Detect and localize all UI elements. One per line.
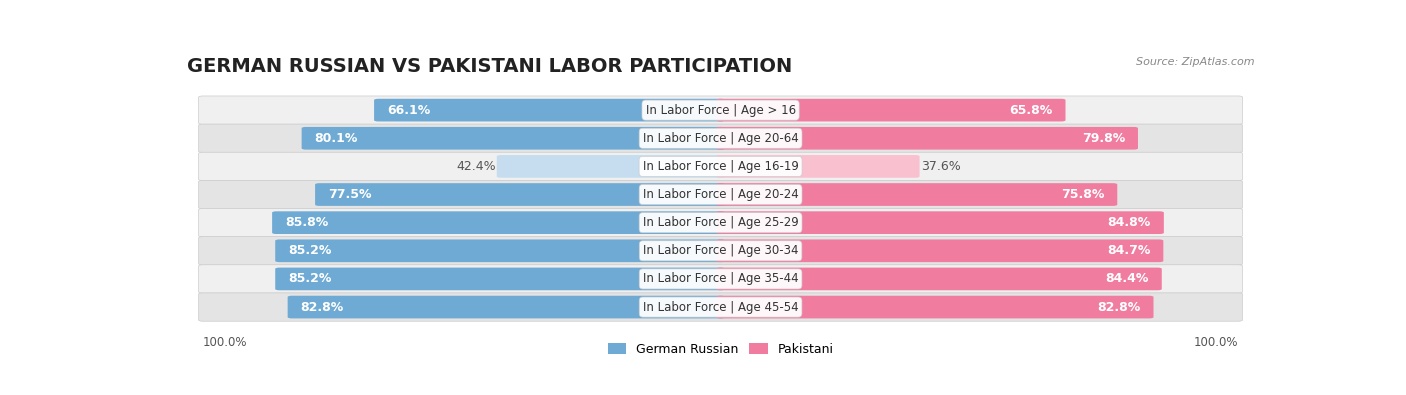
- Text: 82.8%: 82.8%: [1097, 301, 1140, 314]
- Text: 82.8%: 82.8%: [301, 301, 344, 314]
- Text: 80.1%: 80.1%: [315, 132, 359, 145]
- Text: Source: ZipAtlas.com: Source: ZipAtlas.com: [1136, 56, 1254, 66]
- Text: In Labor Force | Age > 16: In Labor Force | Age > 16: [645, 103, 796, 117]
- FancyBboxPatch shape: [198, 265, 1243, 293]
- FancyBboxPatch shape: [716, 99, 1066, 122]
- FancyBboxPatch shape: [198, 209, 1243, 237]
- Text: In Labor Force | Age 20-24: In Labor Force | Age 20-24: [643, 188, 799, 201]
- Text: 100.0%: 100.0%: [1194, 337, 1239, 349]
- FancyBboxPatch shape: [716, 155, 920, 178]
- FancyBboxPatch shape: [374, 99, 725, 122]
- Legend: German Russian, Pakistani: German Russian, Pakistani: [603, 337, 838, 361]
- Text: In Labor Force | Age 20-64: In Labor Force | Age 20-64: [643, 132, 799, 145]
- FancyBboxPatch shape: [288, 296, 725, 318]
- Text: 75.8%: 75.8%: [1060, 188, 1104, 201]
- FancyBboxPatch shape: [315, 183, 725, 206]
- Text: 79.8%: 79.8%: [1081, 132, 1125, 145]
- Text: 84.4%: 84.4%: [1105, 273, 1149, 286]
- FancyBboxPatch shape: [273, 211, 725, 234]
- FancyBboxPatch shape: [198, 293, 1243, 321]
- FancyBboxPatch shape: [496, 155, 725, 178]
- Text: 85.2%: 85.2%: [288, 244, 332, 257]
- FancyBboxPatch shape: [198, 96, 1243, 124]
- Text: GERMAN RUSSIAN VS PAKISTANI LABOR PARTICIPATION: GERMAN RUSSIAN VS PAKISTANI LABOR PARTIC…: [187, 56, 792, 75]
- Text: 66.1%: 66.1%: [387, 103, 430, 117]
- FancyBboxPatch shape: [198, 152, 1243, 181]
- Text: 85.8%: 85.8%: [285, 216, 329, 229]
- Text: In Labor Force | Age 30-34: In Labor Force | Age 30-34: [643, 244, 799, 257]
- FancyBboxPatch shape: [716, 267, 1161, 290]
- FancyBboxPatch shape: [716, 211, 1164, 234]
- FancyBboxPatch shape: [198, 237, 1243, 265]
- Text: 42.4%: 42.4%: [456, 160, 496, 173]
- FancyBboxPatch shape: [716, 127, 1137, 150]
- FancyBboxPatch shape: [716, 239, 1163, 262]
- FancyBboxPatch shape: [198, 181, 1243, 209]
- Text: In Labor Force | Age 25-29: In Labor Force | Age 25-29: [643, 216, 799, 229]
- Text: 84.7%: 84.7%: [1107, 244, 1150, 257]
- Text: 77.5%: 77.5%: [328, 188, 371, 201]
- Text: 84.8%: 84.8%: [1108, 216, 1150, 229]
- FancyBboxPatch shape: [276, 239, 725, 262]
- FancyBboxPatch shape: [198, 124, 1243, 152]
- Text: 65.8%: 65.8%: [1010, 103, 1053, 117]
- Text: 85.2%: 85.2%: [288, 273, 332, 286]
- FancyBboxPatch shape: [716, 183, 1118, 206]
- Text: In Labor Force | Age 16-19: In Labor Force | Age 16-19: [643, 160, 799, 173]
- Text: 37.6%: 37.6%: [921, 160, 960, 173]
- FancyBboxPatch shape: [302, 127, 725, 150]
- Text: 100.0%: 100.0%: [202, 337, 247, 349]
- FancyBboxPatch shape: [276, 267, 725, 290]
- Text: In Labor Force | Age 45-54: In Labor Force | Age 45-54: [643, 301, 799, 314]
- Text: In Labor Force | Age 35-44: In Labor Force | Age 35-44: [643, 273, 799, 286]
- FancyBboxPatch shape: [716, 296, 1153, 318]
